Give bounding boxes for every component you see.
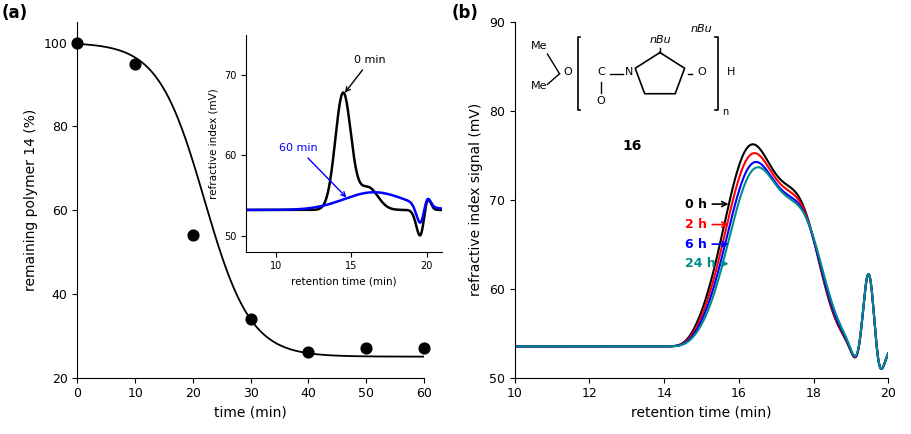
Text: 24 h: 24 h: [685, 257, 727, 270]
Text: 0 h: 0 h: [685, 197, 727, 210]
Text: Me: Me: [530, 81, 547, 91]
Text: O: O: [597, 96, 606, 106]
Y-axis label: remaining polymer 14 (%): remaining polymer 14 (%): [25, 108, 38, 291]
Point: [359, 345, 374, 352]
Text: n: n: [722, 107, 729, 117]
Text: 16: 16: [622, 139, 642, 153]
Y-axis label: refractive index signal (mV): refractive index signal (mV): [469, 103, 484, 296]
Text: (b): (b): [451, 4, 478, 22]
Text: C: C: [598, 67, 605, 77]
Text: nBu: nBu: [691, 24, 712, 34]
X-axis label: retention time (min): retention time (min): [292, 277, 396, 287]
Text: nBu: nBu: [650, 36, 670, 46]
Point: [186, 232, 200, 239]
Text: 60 min: 60 min: [279, 143, 345, 196]
Point: [301, 349, 315, 356]
X-axis label: time (min): time (min): [214, 406, 287, 420]
Text: Me: Me: [530, 42, 547, 52]
Point: [70, 39, 85, 46]
Point: [243, 316, 258, 322]
Text: (a): (a): [1, 4, 27, 22]
Text: H: H: [727, 67, 735, 77]
Text: 2 h: 2 h: [685, 218, 727, 231]
Text: 0 min: 0 min: [346, 55, 386, 92]
Text: O: O: [697, 67, 706, 77]
Y-axis label: refractive index (mV): refractive index (mV): [209, 88, 219, 199]
Text: 6 h: 6 h: [685, 238, 727, 250]
Point: [128, 60, 142, 67]
X-axis label: retention time (min): retention time (min): [631, 406, 772, 420]
Point: [416, 345, 431, 352]
Text: O: O: [564, 67, 573, 77]
Text: N: N: [625, 67, 633, 77]
